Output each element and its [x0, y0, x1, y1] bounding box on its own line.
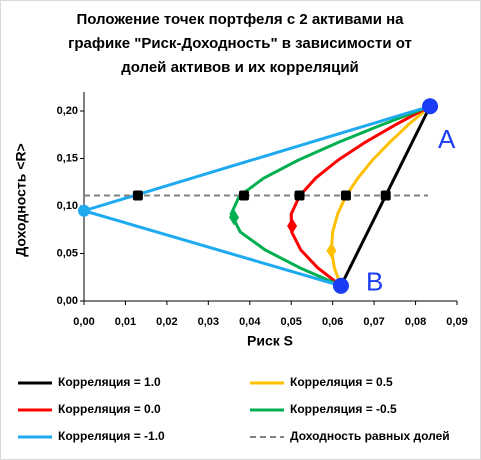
x-tick-label: 0,09 — [446, 316, 467, 328]
x-tick-label: 0,03 — [198, 316, 219, 328]
legend-label: Корреляция = -1.0 — [58, 429, 165, 443]
asset-label: B — [366, 267, 383, 297]
legend-label: Корреляция = 0.0 — [58, 402, 161, 416]
equal-share-point — [238, 190, 249, 201]
asset-point — [332, 277, 349, 294]
y-axis-label: Доходность <R> — [13, 143, 29, 256]
min-risk-point — [78, 204, 90, 217]
legend-label: Корреляция = 0.5 — [290, 375, 393, 389]
x-tick-label: 0,02 — [156, 316, 177, 328]
y-tick-label: 0,15 — [57, 152, 78, 164]
min-risk-point — [229, 209, 240, 226]
y-tick-label: 0,10 — [57, 200, 78, 212]
legend-label: Корреляция = 1.0 — [58, 375, 161, 389]
x-tick-label: 0,08 — [405, 316, 426, 328]
legend-label: Корреляция = -0.5 — [290, 402, 397, 416]
x-tick-label: 0,05 — [281, 316, 302, 328]
chart-title: Положение точек портфеля с 2 активами на — [76, 11, 404, 28]
chart-title: графике "Риск-Доходность" в зависимости … — [68, 35, 412, 52]
x-axis-label: Риск S — [247, 333, 293, 349]
asset-label: A — [438, 124, 456, 154]
x-tick-label: 0,06 — [322, 316, 343, 328]
legend-label: Доходность равных долей — [290, 429, 450, 443]
x-tick-label: 0,00 — [73, 316, 94, 328]
y-tick-label: 0,20 — [57, 105, 78, 117]
asset-point — [422, 98, 439, 115]
equal-share-point — [380, 190, 391, 201]
equal-share-point — [294, 190, 305, 201]
equal-share-point — [132, 190, 143, 201]
y-tick-label: 0,00 — [57, 295, 78, 307]
equal-share-point — [340, 190, 351, 201]
x-tick-label: 0,07 — [363, 316, 384, 328]
x-tick-label: 0,01 — [115, 316, 136, 328]
min-risk-point — [326, 242, 337, 259]
min-risk-point — [287, 217, 298, 234]
chart-title: долей активов и их корреляций — [121, 59, 359, 76]
x-tick-label: 0,04 — [239, 316, 261, 328]
y-tick-label: 0,05 — [57, 247, 78, 259]
